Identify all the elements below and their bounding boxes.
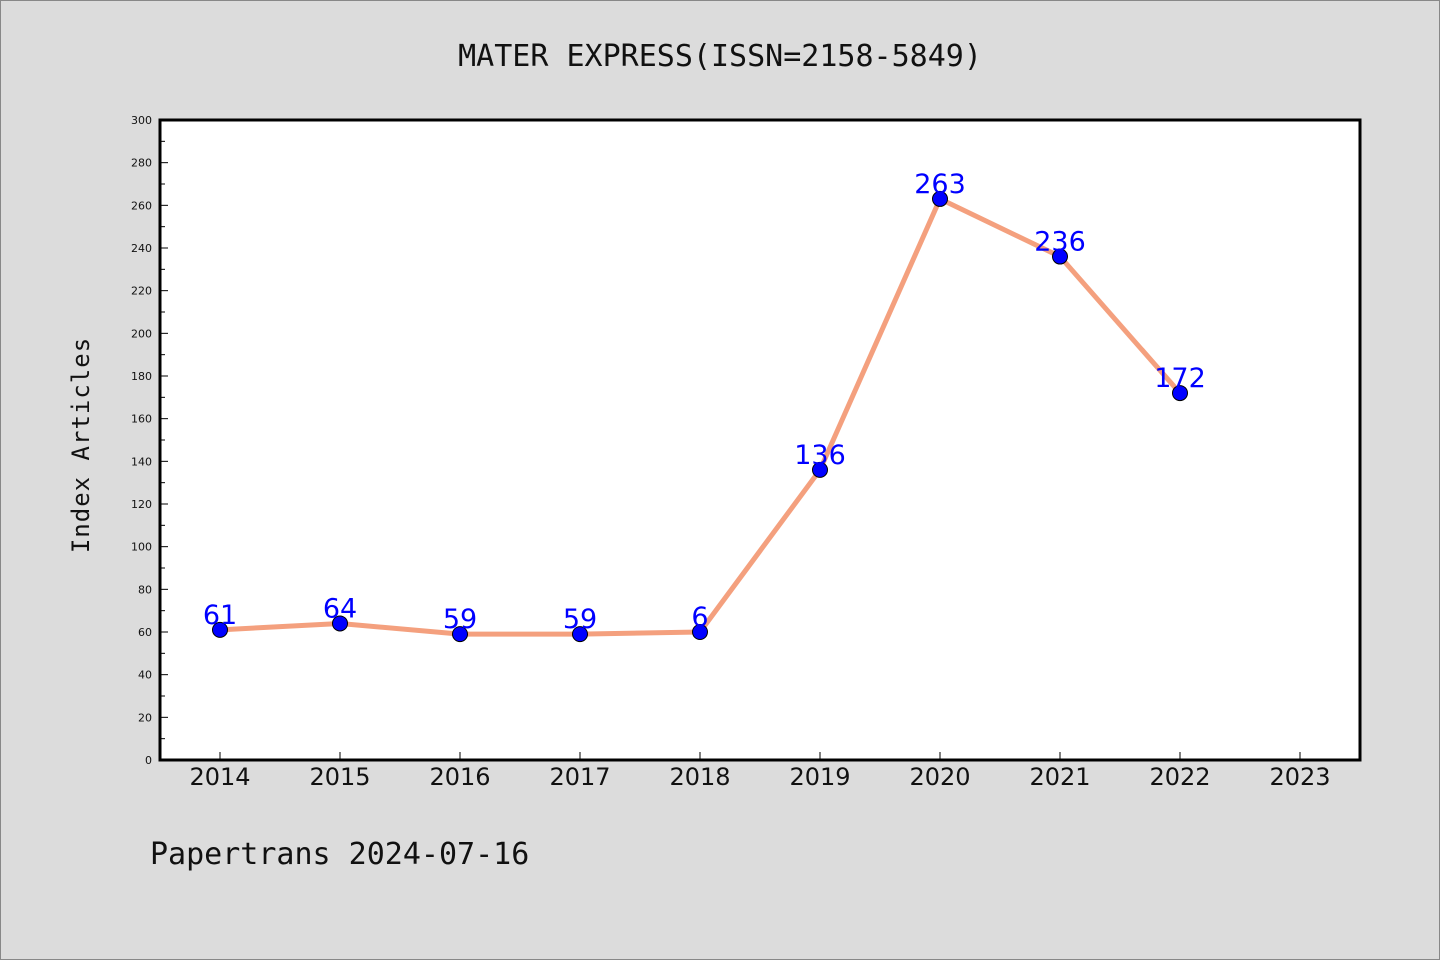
data-point — [332, 615, 348, 632]
y-tick-label: 280 — [131, 157, 152, 170]
data-label: 136 — [794, 440, 846, 471]
x-tick-label: 2014 — [189, 763, 250, 791]
y-tick-label: 0 — [145, 754, 152, 767]
x-tick-label: 2021 — [1029, 763, 1090, 791]
y-tick-label: 60 — [138, 626, 152, 639]
y-tick-label: 20 — [138, 711, 152, 724]
y-tick-label: 240 — [131, 242, 152, 255]
data-point — [692, 624, 708, 640]
data-label: 61 — [203, 600, 237, 631]
x-tick-label: 2015 — [309, 763, 370, 791]
data-point — [1172, 385, 1188, 402]
data-label: 6 — [691, 602, 708, 633]
series-group: 61 64 59 59 6 136 263 236 172 — [203, 169, 1206, 643]
data-label: 236 — [1034, 227, 1086, 258]
x-tick-label: 2022 — [1149, 763, 1210, 791]
data-point — [932, 190, 948, 207]
y-tick-label: 140 — [131, 455, 152, 468]
data-point — [212, 621, 228, 638]
y-tick-label: 80 — [138, 583, 152, 596]
data-point — [572, 626, 588, 643]
data-label: 263 — [914, 169, 966, 200]
footer-credit: Papertrans 2024-07-16 — [150, 837, 529, 872]
y-tick-label: 160 — [131, 413, 152, 426]
data-point — [1052, 248, 1068, 265]
x-tick-label: 2016 — [429, 763, 490, 791]
data-label: 59 — [443, 604, 477, 635]
x-tick-label: 2019 — [789, 763, 850, 791]
y-axis-label: Index Articles — [67, 337, 95, 553]
data-point — [812, 461, 828, 478]
data-label: 59 — [563, 604, 597, 635]
y-tick-label: 100 — [131, 541, 152, 554]
y-tick-label: 180 — [131, 370, 152, 383]
y-tick-label: 40 — [138, 669, 152, 682]
y-tick-label: 220 — [131, 285, 152, 298]
data-label: 172 — [1154, 363, 1206, 394]
y-tick-label: 260 — [131, 199, 152, 212]
y-tick-label: 120 — [131, 498, 152, 511]
x-tick-label: 2023 — [1269, 763, 1330, 791]
x-tick-label: 2020 — [909, 763, 970, 791]
x-tick-label: 2018 — [669, 763, 730, 791]
x-tick-label: 2017 — [549, 763, 610, 791]
y-tick-label: 300 — [131, 114, 152, 127]
y-tick-label: 200 — [131, 327, 152, 340]
chart-title: MATER EXPRESS(ISSN=2158-5849) — [458, 39, 982, 74]
data-label: 64 — [323, 593, 357, 624]
data-point — [452, 626, 468, 643]
axis-ticks: 0 20 40 60 80 100 120 140 160 180 200 220 240 260 280 3… — [131, 114, 1331, 791]
plot-area — [158, 118, 1362, 762]
